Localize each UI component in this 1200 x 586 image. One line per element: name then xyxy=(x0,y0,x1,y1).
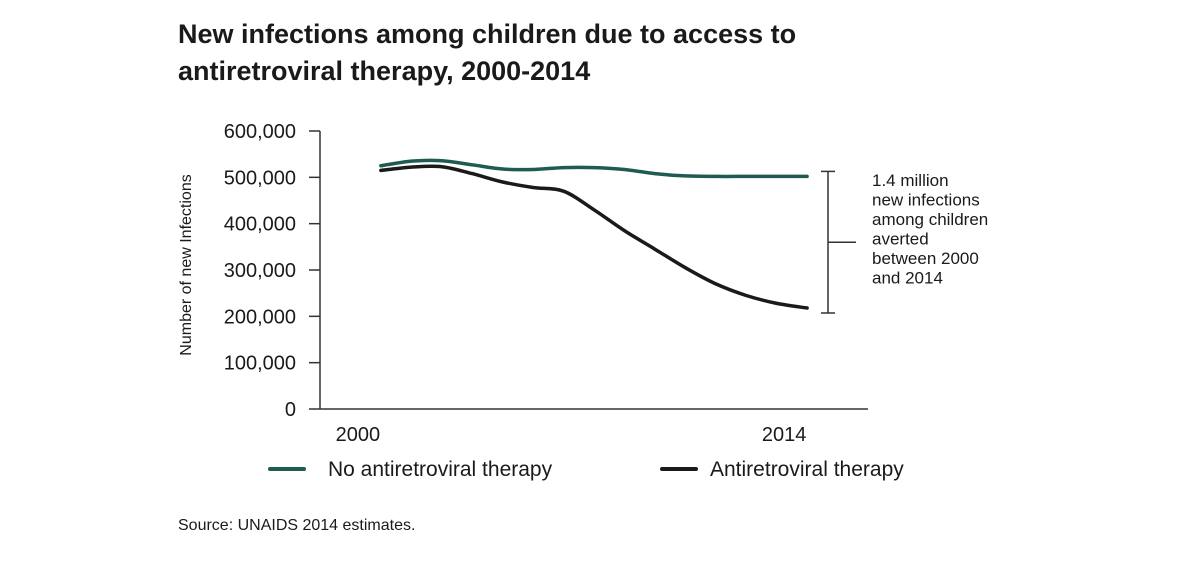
annotation-text-line: 1.4 million xyxy=(872,171,949,190)
series-group xyxy=(379,158,809,310)
source-note: Source: UNAIDS 2014 estimates. xyxy=(178,517,416,534)
y-tick-label: 300,000 xyxy=(224,260,296,282)
annotation-text-line: between 2000 xyxy=(872,249,979,268)
y-tick-label: 400,000 xyxy=(224,214,296,236)
x-ticks: 2000 2014 xyxy=(336,424,807,446)
x-tick-label: 2014 xyxy=(762,424,807,446)
y-tick-label: 500,000 xyxy=(224,167,296,189)
chart-axes xyxy=(319,131,868,410)
annotation-text-line: averted xyxy=(872,230,929,249)
annotation-text-line: and 2014 xyxy=(872,269,943,288)
y-tick-label: 0 xyxy=(285,399,296,421)
y-axis-label: Number of new Infections xyxy=(178,174,195,355)
legend: No antiretroviral therapy Antiretroviral … xyxy=(268,458,904,481)
y-ticks: 0 100,000 200,000 300,000 400,000 500,000 600,… xyxy=(224,121,320,421)
series-line-antiretroviral-therapy xyxy=(379,164,809,310)
legend-label: No antiretroviral therapy xyxy=(328,458,553,481)
y-tick-label: 200,000 xyxy=(224,306,296,328)
legend-label: Antiretroviral therapy xyxy=(710,458,904,481)
y-tick-label: 100,000 xyxy=(224,353,296,375)
annotation-text-line: among children xyxy=(872,210,988,229)
chart-title: New infections among children due to acc… xyxy=(178,19,797,86)
x-tick-label: 2000 xyxy=(336,424,381,446)
y-tick-label: 600,000 xyxy=(224,121,296,143)
annotation-text-line: new infections xyxy=(872,191,980,210)
series-line-no-antiretroviral-therapy xyxy=(379,158,809,179)
